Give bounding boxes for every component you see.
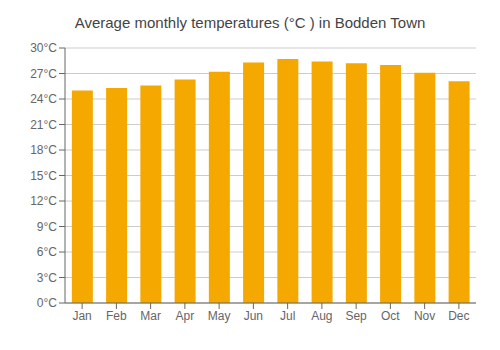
svg-text:9°C: 9°C — [37, 220, 57, 234]
svg-text:May: May — [208, 309, 231, 323]
svg-text:24°C: 24°C — [30, 92, 57, 106]
svg-text:12°C: 12°C — [30, 194, 57, 208]
svg-text:Sep: Sep — [345, 309, 367, 323]
svg-text:Oct: Oct — [381, 309, 400, 323]
html-text:Average monthly temperatures (: Average monthly temperatures (°C ) in Bo… — [74, 14, 426, 31]
svg-text:15°C: 15°C — [30, 169, 57, 183]
svg-text:Dec: Dec — [448, 309, 469, 323]
svg-text:Aug: Aug — [311, 309, 332, 323]
svg-text:3°C: 3°C — [37, 271, 57, 285]
svg-text:Jul: Jul — [280, 309, 295, 323]
svg-text:30°C: 30°C — [30, 41, 57, 55]
svg-text:27°C: 27°C — [30, 67, 57, 81]
svg-text:Jan: Jan — [72, 309, 91, 323]
svg-text:Feb: Feb — [106, 309, 127, 323]
svg-text:21°C: 21°C — [30, 118, 57, 132]
svg-text:Mar: Mar — [140, 309, 161, 323]
svg-text:18°C: 18°C — [30, 143, 57, 157]
svg-text:Jun: Jun — [244, 309, 263, 323]
svg-text:Apr: Apr — [176, 309, 195, 323]
svg-text:6°C: 6°C — [37, 245, 57, 259]
svg-text:Nov: Nov — [414, 309, 435, 323]
svg-text:0°C: 0°C — [37, 296, 57, 310]
